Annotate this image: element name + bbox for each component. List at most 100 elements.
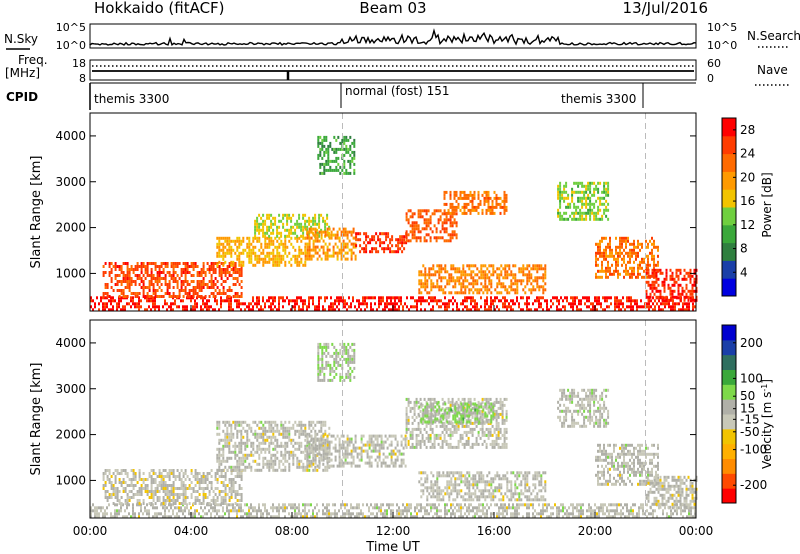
- echo-cell: [126, 506, 128, 510]
- echo-cell: [192, 268, 195, 271]
- echo-cell: [224, 487, 227, 490]
- echo-cell: [516, 288, 519, 292]
- echo-cell: [314, 219, 317, 223]
- echo-cell: [276, 423, 279, 427]
- echo-cell: [182, 499, 185, 502]
- echo-cell: [140, 262, 143, 265]
- echo-cell: [210, 515, 212, 519]
- echo-cell: [355, 235, 358, 239]
- echo-cell: [677, 292, 680, 296]
- echo-cell: [318, 222, 321, 226]
- echo-cell: [176, 262, 179, 265]
- echo-cell: [627, 269, 629, 273]
- echo-cell: [264, 426, 267, 430]
- echo-cell: [583, 193, 586, 197]
- echo-cell: [172, 469, 175, 472]
- echo-cell: [250, 441, 253, 445]
- echo-cell: [312, 248, 315, 252]
- echo-cell: [152, 286, 155, 289]
- echo-cell: [260, 432, 263, 436]
- echo-cell: [296, 257, 299, 261]
- echo-cell: [382, 503, 384, 507]
- echo-cell: [645, 295, 648, 299]
- echo-cell: [438, 273, 441, 277]
- echo-cell: [278, 512, 280, 516]
- echo-cell: [500, 503, 502, 507]
- echo-cell: [252, 447, 255, 451]
- echo-cell: [676, 509, 678, 513]
- echo-cell: [224, 499, 227, 502]
- echo-cell: [278, 506, 280, 510]
- echo-cell: [128, 271, 131, 274]
- echo-cell: [583, 217, 586, 221]
- echo-cell: [638, 506, 640, 510]
- echo-cell: [488, 276, 491, 280]
- echo-cell: [132, 496, 135, 499]
- echo-cell: [603, 196, 606, 200]
- echo-cell: [610, 515, 612, 519]
- echo-cell: [204, 283, 207, 286]
- echo-cell: [292, 254, 295, 258]
- echo-cell: [693, 268, 696, 272]
- echo-cell: [132, 475, 135, 478]
- echo-cell: [570, 302, 572, 306]
- echo-cell: [595, 184, 598, 188]
- echo-cell: [340, 233, 343, 237]
- echo-cell: [530, 282, 533, 286]
- echo-cell: [226, 459, 229, 463]
- echo-cell: [216, 242, 219, 246]
- echo-cell: [578, 512, 580, 516]
- echo-cell: [132, 271, 135, 274]
- echo-cell: [400, 302, 402, 306]
- echo-cell: [634, 503, 636, 507]
- echo-cell: [528, 302, 530, 306]
- echo-cell: [469, 208, 472, 212]
- echo-cell: [306, 228, 309, 232]
- echo-cell: [248, 509, 250, 513]
- echo-cell: [472, 506, 474, 510]
- echo-cell: [126, 515, 128, 519]
- echo-cell: [540, 296, 542, 300]
- echo-cell: [260, 420, 263, 424]
- echo-cell: [148, 305, 150, 309]
- echo-cell: [90, 509, 92, 513]
- echo-cell: [504, 273, 507, 277]
- echo-cell: [130, 277, 133, 280]
- echo-cell: [302, 234, 305, 238]
- echo-cell: [619, 236, 621, 240]
- echo-cell: [606, 509, 608, 513]
- echo-cell: [503, 196, 506, 200]
- echo-cell: [510, 299, 512, 303]
- echo-cell: [222, 280, 225, 283]
- echo-cell: [323, 153, 326, 157]
- echo-cell: [558, 506, 560, 510]
- echo-cell: [110, 268, 113, 271]
- echo-cell: [464, 291, 467, 295]
- echo-cell: [597, 196, 600, 200]
- echo-cell: [334, 251, 337, 255]
- echo-cell: [341, 147, 344, 151]
- echo-cell: [216, 468, 219, 472]
- echo-cell: [607, 260, 609, 264]
- echo-cell: [489, 205, 492, 209]
- echo-cell: [242, 462, 245, 466]
- echo-cell: [202, 308, 204, 312]
- echo-cell: [262, 251, 265, 255]
- echo-cell: [483, 202, 486, 206]
- echo-cell: [232, 432, 235, 436]
- echo-cell: [214, 509, 216, 513]
- echo-cell: [126, 268, 129, 271]
- echo-cell: [691, 289, 694, 293]
- echo-cell: [308, 302, 310, 306]
- echo-cell: [122, 274, 125, 277]
- echo-cell: [609, 248, 611, 252]
- echo-cell: [597, 190, 600, 194]
- echo-cell: [652, 308, 654, 312]
- echo-cell: [328, 509, 330, 513]
- echo-cell: [336, 230, 339, 234]
- echo-cell: [353, 144, 356, 148]
- echo-cell: [445, 230, 448, 234]
- echo-cell: [278, 236, 281, 240]
- echo-cell: [384, 305, 386, 309]
- echo-cell: [114, 509, 116, 513]
